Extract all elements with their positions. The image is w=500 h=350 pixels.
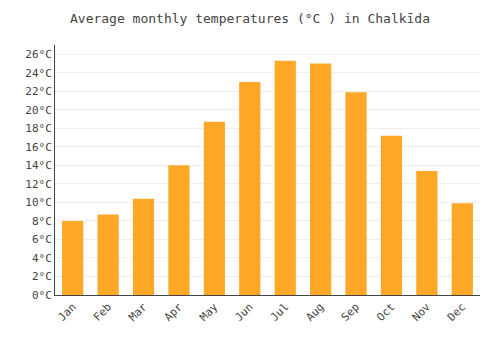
svg-text:Jul: Jul [268,301,291,324]
svg-text:24°C: 24°C [25,67,52,80]
svg-text:6°C: 6°C [32,233,52,246]
svg-text:16°C: 16°C [25,141,52,154]
svg-text:Jan: Jan [55,301,78,324]
svg-text:Apr: Apr [162,300,186,324]
svg-text:Jun: Jun [233,301,256,324]
svg-text:8°C: 8°C [32,215,52,228]
svg-text:Mar: Mar [126,300,150,324]
svg-text:18°C: 18°C [25,122,52,135]
svg-text:14°C: 14°C [25,159,52,172]
svg-text:26°C: 26°C [25,48,52,61]
svg-text:2°C: 2°C [32,270,52,283]
svg-text:Aug: Aug [303,301,326,324]
svg-text:4°C: 4°C [32,252,52,265]
svg-text:12°C: 12°C [25,178,52,191]
svg-text:May: May [197,300,221,324]
svg-text:Sep: Sep [339,301,362,324]
svg-text:Average monthly temperatures (: Average monthly temperatures (°C ) in Ch… [70,11,430,26]
svg-text:0°C: 0°C [32,289,52,302]
svg-text:22°C: 22°C [25,85,52,98]
svg-text:10°C: 10°C [25,196,52,209]
svg-text:Feb: Feb [91,301,114,324]
svg-text:Dec: Dec [445,301,468,324]
svg-text:20°C: 20°C [25,104,52,117]
svg-text:Oct: Oct [374,301,397,324]
svg-text:Nov: Nov [410,300,434,324]
